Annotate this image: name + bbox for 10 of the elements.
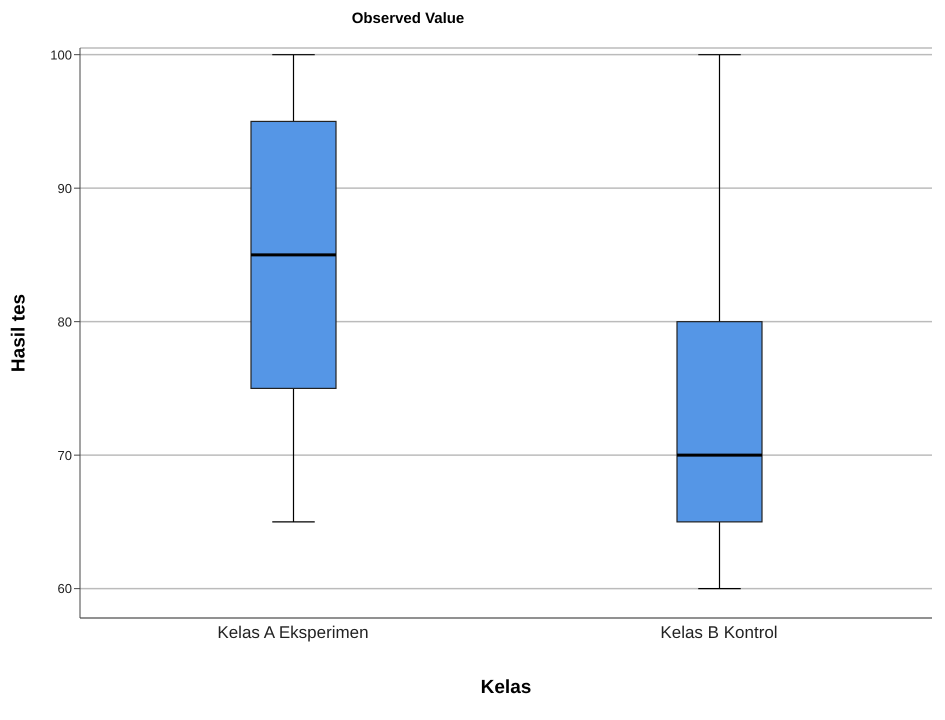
y-tick-label: 70	[58, 448, 72, 463]
y-tick-label: 60	[58, 581, 72, 596]
x-tick-label: Kelas A Eksperimen	[217, 623, 369, 642]
x-tick-label: Kelas B Kontrol	[660, 623, 778, 642]
y-tick-label: 90	[58, 180, 72, 196]
y-tick-label: 80	[58, 314, 72, 330]
chart-title: Observed Value	[350, 10, 466, 27]
y-tick-label: 100	[50, 47, 72, 62]
y-axis-title: Hasil tes	[8, 294, 30, 372]
x-axis-title: Kelas	[480, 677, 532, 698]
